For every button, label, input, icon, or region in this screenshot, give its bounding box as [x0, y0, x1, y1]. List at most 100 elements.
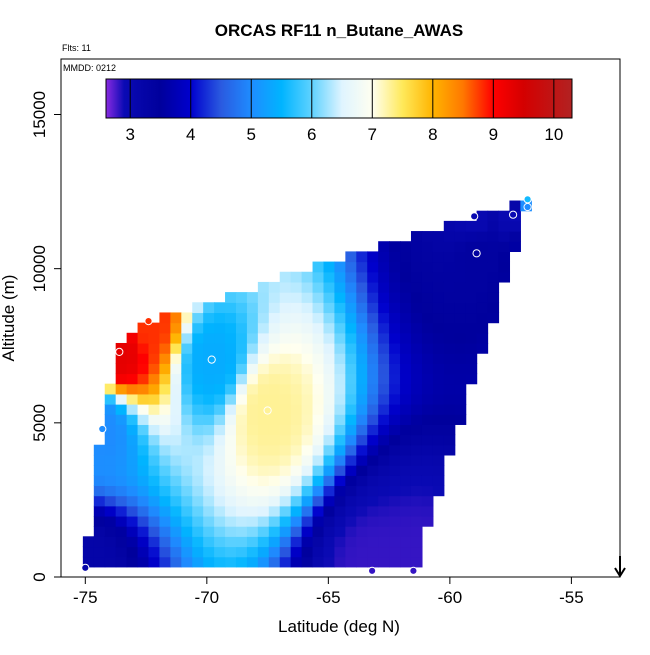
- heat-cell: [312, 383, 325, 395]
- heat-cell: [192, 363, 204, 375]
- heat-cell: [454, 302, 467, 314]
- heat-cell: [465, 261, 478, 273]
- heat-cell: [345, 414, 357, 425]
- heat-cell: [115, 353, 128, 364]
- heat-cell: [432, 393, 445, 405]
- heat-cell: [367, 536, 379, 548]
- heat-cell: [498, 241, 511, 252]
- heat-cell: [126, 404, 139, 415]
- heat-cell: [323, 475, 336, 487]
- heat-cell: [389, 292, 401, 303]
- heat-cell: [301, 332, 314, 344]
- heat-cell: [356, 475, 368, 487]
- heat-cell: [203, 322, 215, 334]
- heat-cell: [367, 515, 379, 527]
- heat-cell: [432, 302, 445, 314]
- heat-cell: [235, 312, 248, 324]
- heat-cell: [257, 373, 270, 385]
- heat-cell: [334, 312, 346, 324]
- heat-cell: [279, 353, 292, 364]
- heat-cell: [334, 363, 346, 375]
- heat-cell: [279, 475, 292, 487]
- heat-cell: [279, 342, 292, 354]
- heat-cell: [410, 251, 423, 263]
- heat-cell: [454, 353, 467, 364]
- heat-cell: [257, 383, 270, 395]
- heat-cell: [268, 454, 281, 466]
- heat-cell: [432, 312, 445, 324]
- heat-cell: [268, 515, 281, 527]
- heat-cell: [203, 505, 215, 517]
- heat-cell: [487, 241, 500, 252]
- heat-cell: [192, 393, 204, 405]
- heat-cell: [410, 312, 423, 324]
- heat-cell: [378, 373, 390, 385]
- heat-cell: [356, 251, 368, 263]
- heat-cell: [454, 220, 467, 232]
- heat-cell: [137, 505, 150, 517]
- heat-cell: [181, 475, 193, 487]
- heat-cell: [345, 292, 357, 303]
- heat-cell: [301, 556, 314, 568]
- flight-direction-arrow: [614, 556, 626, 578]
- heat-cell: [192, 373, 204, 385]
- heat-cell: [301, 312, 314, 324]
- heat-cell: [432, 332, 445, 344]
- heat-cell: [148, 515, 161, 527]
- heat-cell: [290, 404, 303, 415]
- heat-cell: [410, 281, 423, 293]
- heat-cell: [345, 342, 357, 354]
- heat-cell: [290, 536, 303, 548]
- heat-cell: [137, 526, 150, 537]
- heat-cell: [421, 383, 434, 395]
- heat-cell: [279, 322, 292, 334]
- heat-cell: [181, 332, 193, 344]
- heat-cell: [345, 444, 357, 456]
- heat-cell: [225, 302, 237, 314]
- heat-cell: [104, 414, 117, 425]
- heat-cell: [126, 475, 139, 487]
- heat-cell: [487, 312, 500, 324]
- heat-cell: [170, 495, 182, 507]
- heat-cell: [181, 536, 193, 548]
- heat-cell: [181, 546, 193, 558]
- heat-cell: [279, 302, 292, 314]
- heat-cell: [301, 353, 314, 364]
- heat-cell: [454, 342, 467, 354]
- heat-cell: [334, 353, 346, 364]
- heat-cell: [389, 281, 401, 293]
- heat-cell: [410, 434, 423, 446]
- heat-cell: [301, 414, 314, 425]
- heat-cell: [290, 393, 303, 405]
- heat-cell: [126, 465, 139, 476]
- heat-cell: [268, 383, 281, 395]
- heat-cell: [421, 302, 434, 314]
- heat-cell: [159, 342, 171, 354]
- heat-cell: [93, 454, 106, 466]
- heat-cell: [378, 292, 390, 303]
- heat-cell: [301, 404, 314, 415]
- heat-cell: [192, 414, 204, 425]
- heat-cell: [257, 536, 270, 548]
- heat-cell: [454, 332, 467, 344]
- heat-cell: [148, 322, 161, 334]
- heat-cell: [203, 485, 215, 497]
- heat-cell: [170, 546, 182, 558]
- heat-cell: [170, 475, 182, 487]
- heat-cell: [181, 485, 193, 497]
- heat-cell: [476, 220, 489, 232]
- heatmap-cells: [82, 200, 532, 568]
- heat-cell: [400, 546, 412, 558]
- heat-cell: [115, 475, 128, 487]
- observation-point: [368, 566, 377, 575]
- heat-cell: [192, 342, 204, 354]
- heat-cell: [432, 241, 445, 252]
- heat-cell: [312, 546, 325, 558]
- heat-cell: [225, 536, 237, 548]
- heat-cell: [498, 231, 511, 242]
- observation-point: [472, 249, 481, 258]
- heat-cell: [389, 465, 401, 476]
- colorbar: 3 4 5 6 7 8 9 10: [105, 78, 573, 144]
- heat-cell: [192, 322, 204, 334]
- heat-cell: [214, 454, 226, 466]
